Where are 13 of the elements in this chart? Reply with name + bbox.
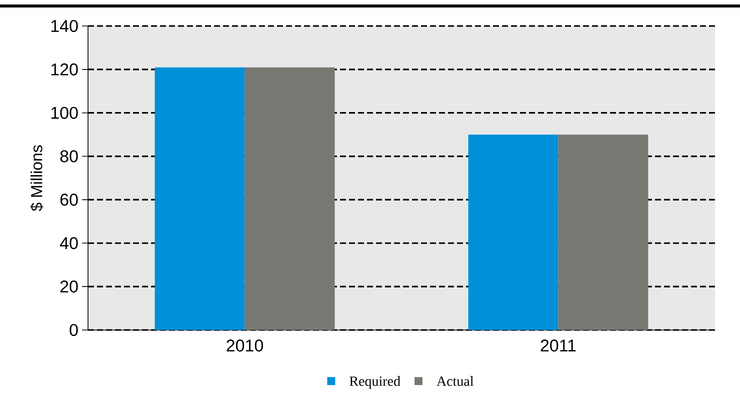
y-tick-label: 100 — [51, 106, 78, 119]
legend-label: Actual — [436, 376, 474, 386]
y-tick-label: 120 — [51, 63, 78, 76]
legend-label: Required — [350, 376, 400, 389]
y-tick-label: 80 — [60, 150, 78, 162]
y-tick-label: 0 — [70, 324, 78, 336]
y-axis-title: $ Millions — [30, 145, 44, 212]
y-tick-label: 20 — [60, 280, 78, 293]
x-tick-label: 2011 — [540, 340, 576, 352]
y-tick-label: 40 — [60, 237, 78, 250]
x-tick-label: 2010 — [226, 340, 263, 352]
y-tick-label: 60 — [60, 194, 78, 206]
y-tick-label: 140 — [51, 20, 78, 32]
